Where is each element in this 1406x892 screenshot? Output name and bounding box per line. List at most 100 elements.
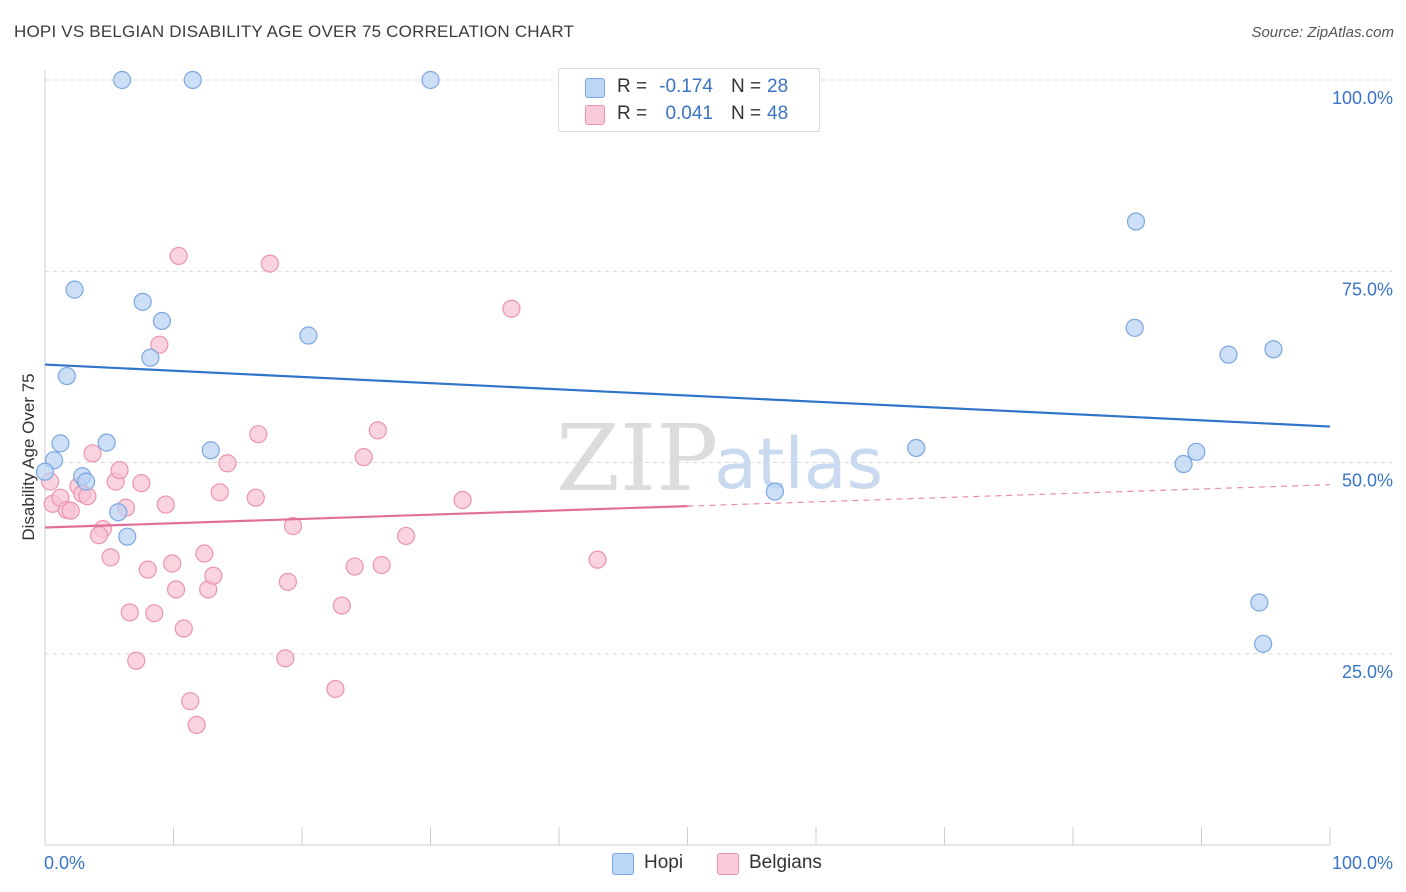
hopi-point [1264,340,1283,359]
belgians-point [354,448,373,467]
watermark-zip: ZIP [556,405,718,512]
source-label: Source: ZipAtlas.com [1251,24,1394,41]
belgians-trend-extension [687,484,1331,507]
hopi-point [1174,454,1193,474]
legend-n-value: 28 [767,76,789,97]
belgians-point [453,490,472,510]
hopi-point [299,326,318,345]
hopi-point [421,70,440,90]
watermark-atlas: atlas [714,423,883,505]
hopi-point [1250,593,1269,612]
belgians-point [588,550,607,569]
belgians-point [174,619,193,638]
belgians-point [249,425,268,444]
belgians-point [326,679,345,699]
belgians-point [145,604,164,623]
belgians-point [283,516,303,536]
belgians-point [502,299,521,318]
belgians-swatch [585,105,605,125]
belgians-point [396,526,416,546]
hopi-point [51,434,70,453]
hopi-swatch [612,853,634,875]
y-axis-title: Disability Age Over 75 [19,373,38,540]
belgians-point [169,246,188,266]
belgians-point [260,254,279,273]
belgians-point [372,555,391,575]
hopi-point [65,280,84,299]
axis-labels: 25.0% 50.0% 75.0% 100.0% 0.0% 100.0% Disabilit… [19,88,1393,873]
hopi-point [1187,442,1206,461]
legend-r-value: -0.174 [659,76,713,97]
hopi-point [1254,634,1273,653]
hopi-point [152,311,172,331]
belgians-point [83,444,102,463]
chart-title: HOPI VS BELGIAN DISABILITY AGE OVER 75 C… [14,22,575,41]
belgians-point [345,557,364,576]
belgians-point [332,596,351,615]
belgians-point [276,649,295,668]
belgians-point [278,572,297,591]
belgians-point [166,580,186,599]
belgians-point [195,544,214,563]
belgians-point [156,495,175,514]
hopi-point [1125,318,1144,337]
y-tick-label: 75.0% [1342,279,1393,299]
trend-lines [44,363,1331,529]
belgians-point [89,526,109,545]
x-tick-label: 0.0% [44,853,85,873]
y-tick-label: 50.0% [1342,471,1393,491]
legend-row-hopi: R = -0.174 N = 28 [559,73,819,101]
watermark: ZIP atlas [556,405,883,512]
data-points [35,70,1283,734]
belgians-point [138,560,157,579]
hopi-point [133,292,152,311]
legend-r-label: R = [617,103,648,124]
hopi-point [183,70,202,90]
hopi-point [35,462,55,481]
hopi-point [907,438,926,458]
legend-n-label: N = [731,76,762,97]
belgians-point [218,454,237,473]
belgians-point [246,488,265,507]
belgians-trend-line [44,505,688,529]
hopi-point [141,348,160,367]
hopi-point [97,433,116,452]
hopi-point [112,70,132,90]
belgians-point [187,715,206,734]
hopi-point [57,366,76,386]
y-tick-label: 25.0% [1342,662,1393,682]
hopi-point [1126,212,1146,231]
gridlines [45,79,1392,655]
hopi-trend-line [44,363,1331,428]
hopi-point [1219,345,1238,364]
belgians-swatch [717,853,739,875]
legend-label-hopi: Hopi [644,852,684,873]
legend-r-label: R = [617,76,648,97]
legend-r-value: 0.041 [665,103,713,124]
hopi-point [77,472,96,491]
hopi-point [201,441,220,460]
x-tick-label: 100.0% [1332,853,1393,873]
belgians-point [150,335,169,354]
belgians-point [101,548,120,567]
hopi-point [765,482,784,501]
axes [44,70,1331,846]
legend-row-belgians: R = 0.041 N = 48 [559,100,819,128]
hopi-swatch [585,78,605,98]
belgians-point [127,651,146,670]
belgians-point [132,474,151,493]
belgians-point [368,421,387,440]
legend-n-label: N = [731,103,762,124]
belgians-point [110,461,129,480]
y-tick-label: 100.0% [1332,88,1393,108]
correlation-legend: R = -0.174 N = 28 R = 0.041 N = 48 [558,68,820,132]
legend-label-belgians: Belgians [749,852,822,873]
belgians-point [120,603,139,622]
belgians-point [163,554,182,573]
belgians-point [181,692,200,711]
hopi-point [109,503,128,522]
belgians-point [204,566,223,585]
hopi-point [118,527,137,546]
belgians-point [61,501,80,520]
